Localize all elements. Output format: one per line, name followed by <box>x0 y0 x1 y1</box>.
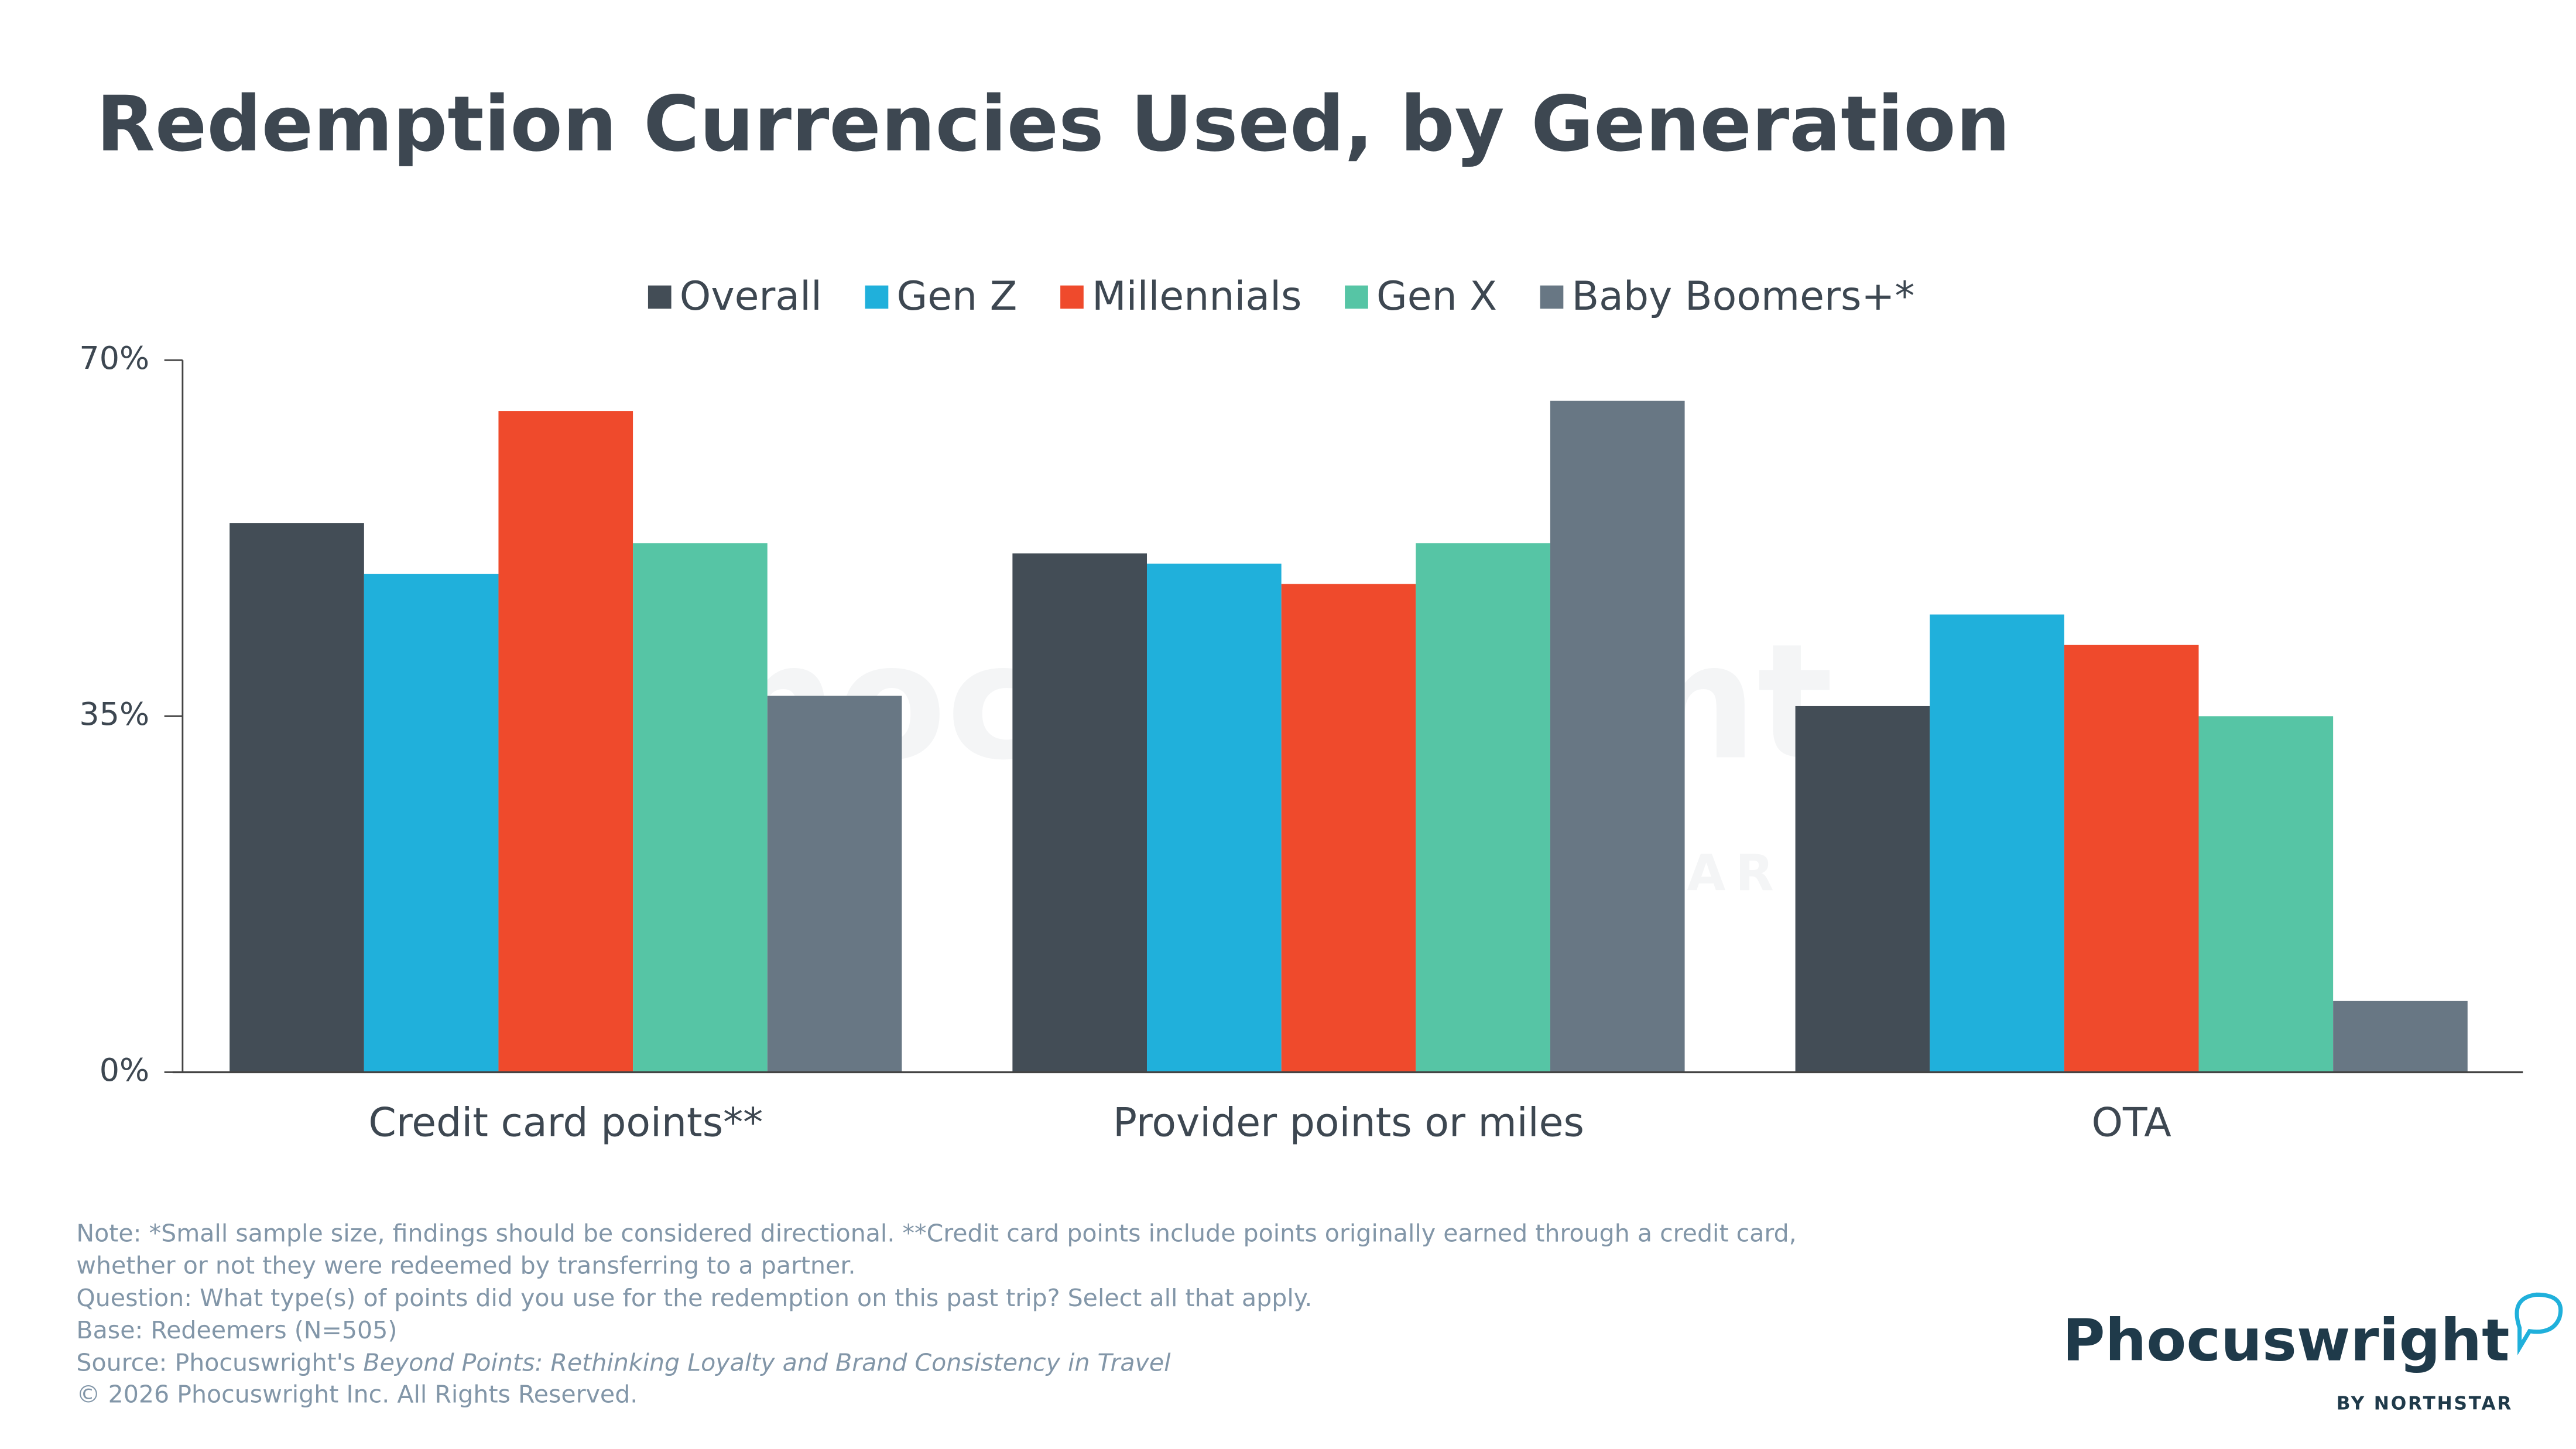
bar <box>767 696 902 1073</box>
legend-swatch <box>1345 285 1368 309</box>
legend-swatch <box>1060 285 1084 309</box>
legend-swatch <box>865 285 889 309</box>
legend-label: Baby Boomers+* <box>1572 273 1915 320</box>
bar <box>1550 400 1685 1073</box>
logo: Phocuswright <box>2063 1307 2510 1375</box>
bar <box>1795 705 1930 1073</box>
legend-swatch <box>1540 285 1564 309</box>
legend: Overall Gen Z Millennials Gen X Baby Boomers… <box>648 273 1915 320</box>
footnote: Base: Redeemers (N=505) <box>76 1316 397 1344</box>
legend-label: Gen X <box>1376 273 1497 320</box>
footnote: Note: *Small sample size, findings shoul… <box>76 1219 1796 1247</box>
legend-label: Millennials <box>1092 273 1301 320</box>
bar <box>498 411 633 1073</box>
footnote: Question: What type(s) of points did you… <box>76 1284 1312 1312</box>
footnotes: Note: *Small sample size, findings shoul… <box>76 1219 1796 1344</box>
source: Source: Phocuswright's Beyond Points: Re… <box>76 1348 1171 1376</box>
bar <box>1012 553 1147 1073</box>
legend-label: Gen Z <box>896 273 1017 320</box>
bar <box>633 543 768 1073</box>
source-prefix: Source: Phocuswright's <box>76 1348 363 1376</box>
x-tick-label: Credit card points** <box>368 1100 763 1146</box>
bar <box>2333 1001 2468 1073</box>
y-tick-label: 35% <box>79 696 149 732</box>
bar <box>2198 716 2334 1073</box>
source-title: Beyond Points: Rethinking Loyalty and Br… <box>363 1348 1171 1376</box>
bar <box>364 574 499 1073</box>
bar <box>1281 584 1416 1073</box>
bar <box>1147 563 1282 1073</box>
chart-title: Redemption Currencies Used, by Generatio… <box>96 80 2010 169</box>
y-tick-label: 0% <box>100 1051 149 1088</box>
y-tick-label: 70% <box>79 340 149 376</box>
legend-label: Overall <box>680 273 822 320</box>
footnote: whether or not they were redeemed by tra… <box>76 1252 855 1280</box>
bar <box>2064 645 2199 1073</box>
logo-icon <box>2515 1292 2563 1355</box>
bar <box>1416 543 1550 1073</box>
bar <box>1930 614 2064 1073</box>
legend-swatch <box>648 285 672 309</box>
bar <box>229 523 364 1073</box>
copyright: © 2026 Phocuswright Inc. All Rights Rese… <box>76 1380 638 1408</box>
x-tick-label: OTA <box>2091 1100 2171 1146</box>
logo-tagline: BY NORTHSTAR <box>2337 1393 2513 1414</box>
x-tick-label: Provider points or miles <box>1113 1100 1584 1146</box>
